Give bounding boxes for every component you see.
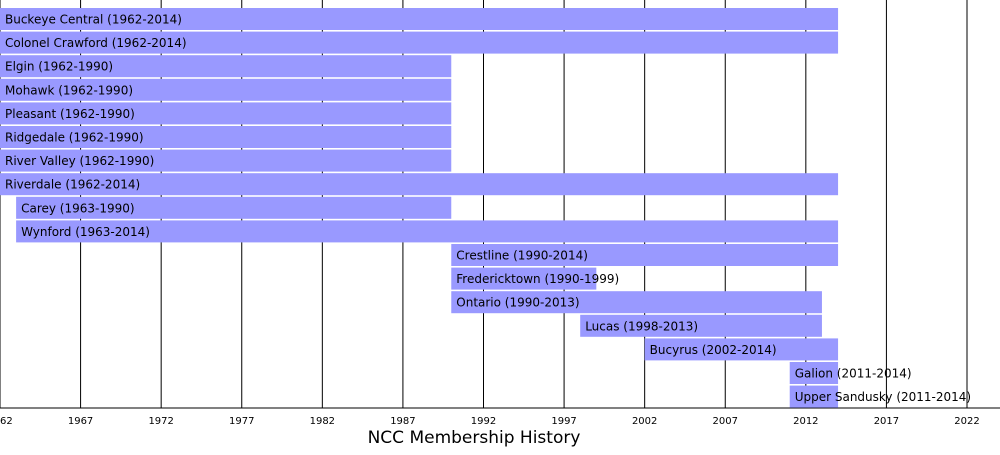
bar-label: Ontario (1990-2013): [456, 296, 579, 310]
x-tick-label: 1992: [471, 416, 496, 427]
x-tick-label: 2012: [793, 416, 818, 427]
x-tick-label: 2017: [874, 416, 899, 427]
bar: [644, 338, 839, 361]
bar-label: Mohawk (1962-1990): [5, 83, 133, 97]
x-tick-label: 1972: [148, 416, 173, 427]
bar: [0, 126, 452, 148]
bar: [451, 291, 822, 314]
bar-label: Fredericktown (1990-1999): [456, 272, 619, 286]
x-tick-label: 2022: [954, 416, 979, 427]
bar-label: Upper Sandusky (2011-2014): [795, 390, 971, 404]
x-tick-label: 2007: [713, 416, 738, 427]
x-tick-label: 1997: [551, 416, 576, 427]
bar: [16, 196, 452, 219]
bar-label: Wynford (1963-2014): [21, 225, 150, 239]
x-tick-label: 1962: [0, 416, 13, 427]
bar-label: Bucyrus (2002-2014): [650, 343, 777, 357]
bar: [0, 102, 452, 125]
bar-label: Ridgedale (1962-1990): [5, 131, 144, 145]
x-tick-label: 2002: [632, 416, 657, 427]
bar-label: Galion (2011-2014): [795, 367, 912, 381]
bar: [0, 31, 839, 54]
bar-label: Lucas (1998-2013): [585, 319, 698, 333]
x-tick-label: 1987: [390, 416, 415, 427]
x-tick-label: 1982: [310, 416, 335, 427]
bar-label: Riverdale (1962-2014): [5, 178, 140, 192]
bar: [0, 8, 839, 30]
bar-label: Pleasant (1962-1990): [5, 107, 135, 121]
x-tick-label: 1967: [68, 416, 93, 427]
x-tick-label: 1977: [229, 416, 254, 427]
bar: [580, 314, 822, 337]
bar-label: Elgin (1962-1990): [5, 60, 113, 74]
bar: [0, 78, 452, 101]
chart-title: NCC Membership History: [368, 428, 581, 448]
bar: [0, 55, 452, 78]
bar: [16, 220, 839, 243]
bar-label: Colonel Crawford (1962-2014): [5, 36, 187, 50]
bar: [0, 173, 839, 196]
bar-label: Carey (1963-1990): [21, 201, 134, 215]
bar-label: Crestline (1990-2014): [456, 249, 588, 263]
bar: [789, 362, 839, 384]
bar: [451, 244, 839, 266]
bar-label: River Valley (1962-1990): [5, 154, 154, 168]
bar-label: Buckeye Central (1962-2014): [5, 13, 182, 27]
bar: [789, 385, 839, 408]
bar: [0, 149, 452, 172]
bar: [451, 267, 597, 290]
